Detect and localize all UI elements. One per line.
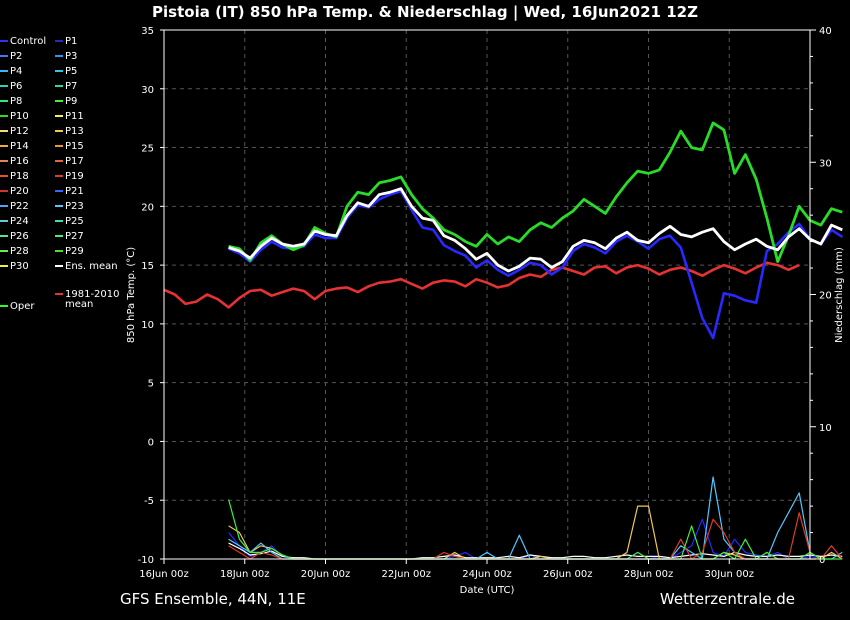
x-tick-label: 22Jun 00z bbox=[381, 569, 431, 580]
legend: Control P1 P2 P3 P4 P5 P6 P7 P8 P9 P10 P11 P12 P13 P14… bbox=[0, 36, 120, 312]
legend-label: P29 bbox=[65, 246, 84, 257]
x-tick-label: 30Jun 00z bbox=[704, 569, 754, 580]
legend-label: P16 bbox=[10, 156, 29, 167]
x-tick-label: 26Jun 00z bbox=[543, 569, 593, 580]
x-tick-label: 18Jun 00z bbox=[220, 569, 270, 580]
x-tick-label: 20Jun 00z bbox=[301, 569, 351, 580]
legend-label: Oper bbox=[10, 301, 35, 312]
x-tick-label: 16Jun 00z bbox=[139, 569, 189, 580]
legend-label: P21 bbox=[65, 186, 84, 197]
legend-label: P4 bbox=[10, 66, 22, 77]
y-tick-label-left: 20 bbox=[141, 202, 154, 213]
legend-label: P2 bbox=[10, 51, 22, 62]
x-axis: 16Jun 00z 18Jun 00z 20Jun 00z 22Jun 00z 24Ju… bbox=[139, 559, 754, 580]
legend-label: P19 bbox=[65, 171, 84, 182]
legend-label: P23 bbox=[65, 201, 84, 212]
legend-label: P22 bbox=[10, 201, 29, 212]
y-tick-label-left: 35 bbox=[141, 26, 154, 37]
y-tick-label-left: -5 bbox=[144, 496, 154, 507]
chart-title: Pistoia (IT) 850 hPa Temp. & Niederschla… bbox=[152, 3, 698, 22]
legend-label: P14 bbox=[10, 141, 29, 152]
legend-label: P6 bbox=[10, 81, 22, 92]
x-axis-label: Date (UTC) bbox=[460, 585, 515, 596]
series-line-1981-2010-mean bbox=[163, 261, 800, 309]
legend-label: P27 bbox=[65, 231, 84, 242]
series-line-control bbox=[228, 189, 844, 340]
legend-label: P20 bbox=[10, 186, 29, 197]
legend-label: P17 bbox=[65, 156, 84, 167]
legend-label: P7 bbox=[65, 81, 77, 92]
y-axis-right: 40 30 20 10 0 bbox=[810, 26, 832, 566]
legend-label: P24 bbox=[10, 216, 29, 227]
y-tick-label-right: 10 bbox=[819, 423, 832, 434]
x-tick-label: 28Jun 00z bbox=[624, 569, 674, 580]
legend-label: Control bbox=[10, 36, 46, 47]
legend-label: P10 bbox=[10, 111, 29, 122]
legend-label: P9 bbox=[65, 96, 77, 107]
y-tick-label-right: 0 bbox=[819, 555, 825, 566]
legend-label: P25 bbox=[65, 216, 84, 227]
y-tick-label-right: 30 bbox=[819, 158, 832, 169]
legend-label: P15 bbox=[65, 141, 84, 152]
y-tick-label-left: 15 bbox=[141, 261, 154, 272]
legend-label: P12 bbox=[10, 126, 29, 137]
legend-label: P3 bbox=[65, 51, 77, 62]
legend-label: P13 bbox=[65, 126, 84, 137]
y-axis-left-label: 850 hPa Temp. (°C) bbox=[126, 247, 137, 343]
footer-site-credit: Wetterzentrale.de bbox=[660, 590, 795, 608]
y-tick-label-left: 10 bbox=[141, 320, 154, 331]
legend-label: P30 bbox=[10, 261, 29, 272]
legend-label: P1 bbox=[65, 36, 77, 47]
y-tick-label-left: 0 bbox=[148, 437, 154, 448]
legend-label: P8 bbox=[10, 96, 22, 107]
legend-label: P28 bbox=[10, 246, 29, 257]
legend-label: P26 bbox=[10, 231, 29, 242]
series-line-ens-mean bbox=[228, 187, 843, 273]
legend-label: 1981-2010 mean bbox=[65, 289, 120, 310]
y-axis-left: 35 30 25 20 15 10 5 0 -5 -10 bbox=[138, 26, 164, 566]
legend-label: P11 bbox=[65, 111, 84, 122]
y-tick-label-left: 30 bbox=[141, 85, 154, 96]
legend-label: P5 bbox=[65, 66, 77, 77]
footer-model-info: GFS Ensemble, 44N, 11E bbox=[120, 590, 306, 608]
y-tick-label-right: 20 bbox=[819, 291, 832, 302]
legend-label: P18 bbox=[10, 171, 29, 182]
legend-label: Ens. mean bbox=[65, 261, 118, 272]
y-tick-label-left: 25 bbox=[141, 144, 154, 155]
y-axis-right-label: Niederschlag (mm) bbox=[834, 247, 845, 343]
x-tick-label: 24Jun 00z bbox=[462, 569, 512, 580]
y-tick-label-left: -10 bbox=[138, 555, 154, 566]
y-tick-label-left: 5 bbox=[148, 379, 154, 390]
y-tick-label-right: 40 bbox=[819, 26, 832, 37]
